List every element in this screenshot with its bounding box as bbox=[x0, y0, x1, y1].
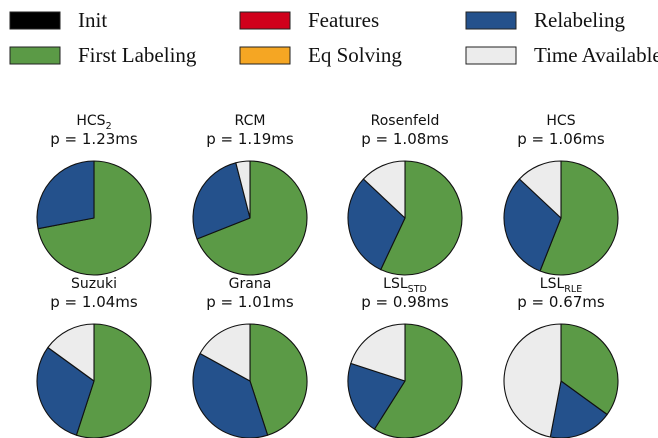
pie-title-main: LSL bbox=[540, 276, 565, 292]
pie-slice-relabeling bbox=[192, 162, 251, 240]
pie-title: Grana bbox=[229, 276, 272, 292]
pie-time-label: p = 1.23ms bbox=[50, 130, 138, 148]
pie-slice-first-labeling bbox=[196, 160, 308, 276]
pie-title-main: Rosenfeld bbox=[371, 113, 440, 129]
pie-slice-first-labeling bbox=[249, 323, 308, 436]
pie-time-label: p = 0.98ms bbox=[361, 293, 449, 311]
pie-slice-relabeling bbox=[503, 178, 562, 272]
pie-slice-first-labeling bbox=[560, 323, 619, 416]
pie-slice-time-available bbox=[47, 323, 95, 382]
pie-time-label: p = 0.67ms bbox=[517, 293, 605, 311]
pie-title-subscript: STD bbox=[408, 284, 427, 295]
pie-title-main: Suzuki bbox=[71, 276, 117, 292]
pie-title-subscript: RLE bbox=[564, 284, 582, 295]
pie-slice-first-labeling bbox=[380, 160, 463, 276]
legend-swatch-time-available bbox=[465, 46, 517, 65]
pie-time-label: p = 1.06ms bbox=[517, 130, 605, 148]
pie-title: Rosenfeld bbox=[371, 113, 440, 129]
legend-item-eq-solving: Eq Solving bbox=[239, 43, 402, 67]
pie-slice-time-available bbox=[518, 160, 562, 219]
pie-time-label: p = 1.08ms bbox=[361, 130, 449, 148]
pie-slice-relabeling bbox=[36, 346, 95, 436]
pie-slice-relabeling bbox=[36, 160, 95, 230]
pie-title: HCS2 bbox=[76, 113, 111, 132]
pie-title: Suzuki bbox=[71, 276, 117, 292]
legend-item-time-available: Time Available bbox=[465, 43, 658, 67]
legend-item-first-labeling: First Labeling bbox=[9, 43, 197, 67]
pie-time-label: p = 1.01ms bbox=[206, 293, 294, 311]
legend-item-relabeling: Relabeling bbox=[465, 8, 625, 32]
pie-slice-relabeling bbox=[347, 362, 406, 430]
pie-slice-relabeling bbox=[347, 178, 406, 271]
legend-label: Time Available bbox=[534, 43, 658, 67]
pie-title: LSLSTD bbox=[383, 276, 427, 295]
legend-item-features: Features bbox=[239, 8, 379, 32]
pie-slice-first-labeling bbox=[539, 160, 619, 276]
legend-swatch-first-labeling bbox=[9, 46, 61, 65]
pie-title: RCM bbox=[235, 113, 266, 129]
pie-slice-time-available bbox=[350, 323, 406, 382]
pie-title: HCS bbox=[546, 113, 575, 129]
legend-label: Eq Solving bbox=[308, 43, 402, 67]
pie-slice-relabeling bbox=[549, 380, 608, 438]
pie-slice-time-available bbox=[362, 160, 406, 219]
pie-title-subscript: 2 bbox=[106, 121, 112, 132]
legend-label: Init bbox=[78, 8, 107, 32]
pie-time-label: p = 1.19ms bbox=[206, 130, 294, 148]
pie-slice-time-available bbox=[235, 160, 251, 219]
pie-title-main: LSL bbox=[383, 276, 408, 292]
pie-slice-time-available bbox=[199, 323, 251, 382]
legend-swatch-eq-solving bbox=[239, 46, 291, 65]
legend-label: Features bbox=[308, 8, 379, 32]
pie-title-main: HCS bbox=[546, 113, 575, 129]
legend-label: Relabeling bbox=[534, 8, 625, 32]
pie-title-main: RCM bbox=[235, 113, 266, 129]
legend-swatch-relabeling bbox=[465, 11, 517, 30]
pie-title: LSLRLE bbox=[540, 276, 582, 295]
pie-slice-time-available bbox=[503, 323, 562, 438]
legend-swatch-init bbox=[9, 11, 61, 30]
legend-swatch-features bbox=[239, 11, 291, 30]
pie-title-main: HCS bbox=[76, 113, 105, 129]
pie-title-main: Grana bbox=[229, 276, 272, 292]
legend-label: First Labeling bbox=[78, 43, 197, 67]
pie-time-label: p = 1.04ms bbox=[50, 293, 138, 311]
legend-item-init: Init bbox=[9, 8, 107, 32]
legend: Init First Labeling Features Eq Solving Rela… bbox=[9, 8, 658, 67]
